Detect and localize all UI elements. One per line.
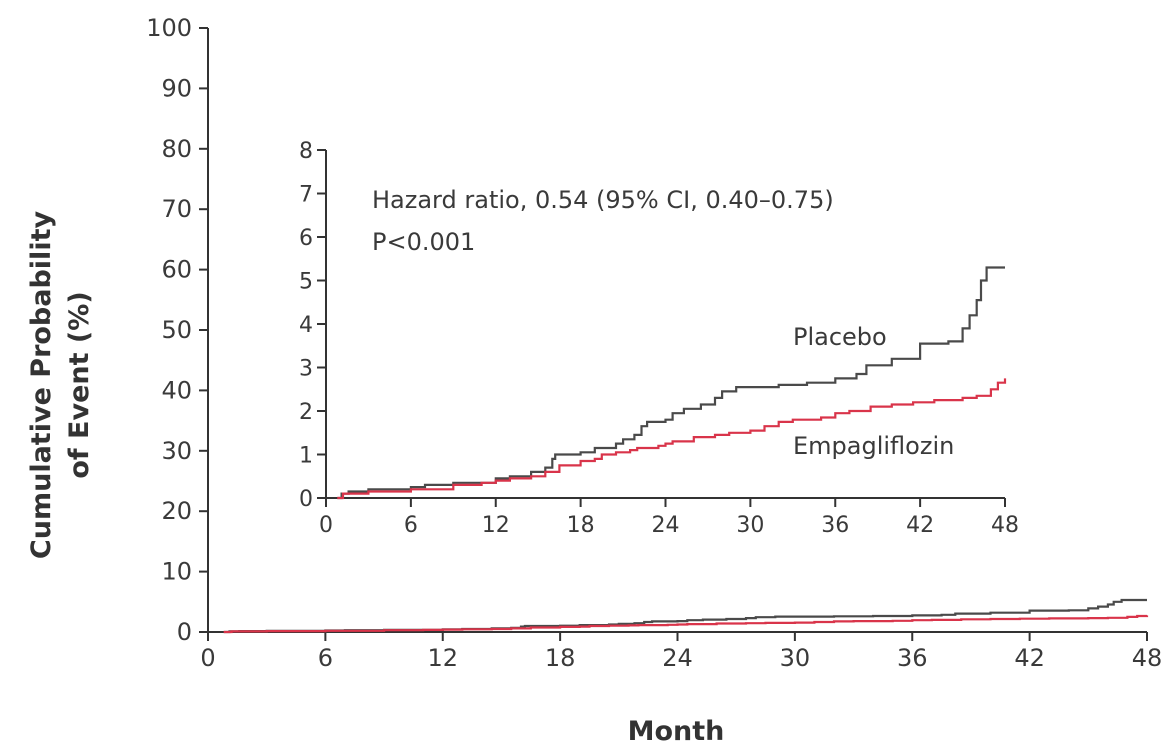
inset-y-tick-label: 5 [299,270,313,295]
inset-x-tick-label: 30 [736,513,764,538]
inset-y-tick-label: 6 [299,226,313,251]
main-x-tick-label: 6 [318,644,333,672]
main-y-tick-label: 40 [161,376,192,404]
main-x-tick-label: 36 [897,644,928,672]
y-axis-title: Cumulative Probability of Event (%) [26,211,95,560]
main-y-tick-label: 60 [161,256,192,284]
inset-y-tick-label: 2 [299,400,313,425]
inset-y-tick-label: 3 [299,357,313,382]
main-series-empagliflozin [223,614,1149,634]
inset-series-empagliflozin [337,378,1007,500]
inset-x-tick-label: 24 [652,513,680,538]
main-x-tick-label: 30 [780,644,811,672]
inset-y-tick-label: 1 [299,444,313,469]
inset-x-tick-label: 42 [906,513,934,538]
main-x-tick-label: 42 [1014,644,1045,672]
p-value-annotation: P<0.001 [372,228,475,256]
main-x-tick-label: 48 [1132,644,1163,672]
hazard-ratio-annotation: Hazard ratio, 0.54 (95% CI, 0.40–0.75) [372,186,834,214]
placebo-label: Placebo [793,323,887,351]
y-axis-title-line-1: Cumulative Probability [26,211,57,560]
main-series [223,598,1149,634]
main-x-tick-label: 12 [427,644,458,672]
main-y-tick-label: 0 [177,618,192,646]
inset-series [337,266,1007,500]
inset-y-tick-label: 0 [299,487,313,512]
main-y-tick-label: 30 [161,437,192,465]
inset-y-tick-label: 7 [299,183,313,208]
main-x-tick-label: 18 [545,644,576,672]
inset-x-tick-label: 12 [482,513,510,538]
inset-y-tick-label: 4 [299,313,313,338]
main-y-tick-label: 10 [161,558,192,586]
main-y-tick-label: 100 [146,14,192,42]
inset-x-tick-label: 36 [821,513,849,538]
main-x-tick-label: 24 [662,644,693,672]
inset-x-tick-label: 0 [319,513,333,538]
inset-series-placebo [337,266,1005,500]
y-axis-title-line-2: of Event (%) [64,291,95,478]
inset-x-tick-label: 48 [991,513,1019,538]
inset-y-tick-label: 8 [299,139,313,164]
main-series-placebo [223,598,1147,634]
main-y-tick-label: 70 [161,195,192,223]
empagliflozin-label: Empagliflozin [793,432,954,460]
inset-x-tick-label: 6 [404,513,418,538]
inset-x-tick-label: 18 [567,513,595,538]
main-y-tick-label: 90 [161,74,192,102]
main-y-tick-label: 50 [161,316,192,344]
main-y-tick-label: 80 [161,135,192,163]
x-axis-title: Month [628,716,725,747]
main-y-tick-label: 20 [161,497,192,525]
main-x-tick-label: 0 [200,644,215,672]
